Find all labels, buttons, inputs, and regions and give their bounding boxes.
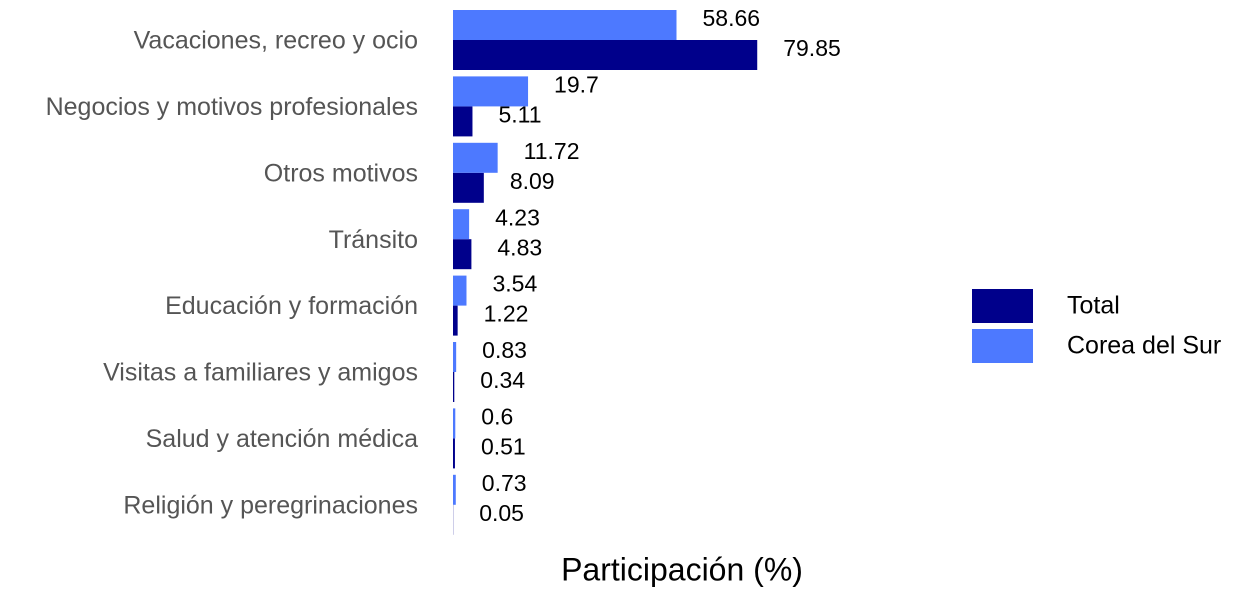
- bar: [453, 142, 498, 173]
- bar: [453, 438, 455, 469]
- data-label: 4.23: [495, 204, 540, 230]
- data-label: 1.22: [484, 301, 529, 327]
- category-label: Tránsito: [329, 226, 418, 254]
- legend-label: Total: [1067, 292, 1120, 320]
- bar: [453, 10, 677, 40]
- data-label: 0.6: [481, 403, 513, 429]
- data-label: 79.85: [783, 35, 841, 61]
- data-label: 0.83: [482, 337, 527, 363]
- category-label: Vacaciones, recreo y ocio: [134, 27, 418, 55]
- bar: [453, 172, 484, 203]
- data-label: 58.66: [702, 5, 760, 31]
- bar: [453, 342, 457, 372]
- bar: [453, 305, 458, 336]
- data-label: 0.34: [480, 367, 525, 393]
- legend-swatch: [972, 329, 1033, 363]
- legend-swatch: [972, 289, 1033, 323]
- category-label: Negocios y motivos profesionales: [46, 93, 418, 121]
- data-label: 0.51: [481, 433, 526, 459]
- x-axis-label: Participación (%): [561, 551, 803, 587]
- data-label: 11.72: [524, 138, 580, 164]
- bar: [453, 40, 758, 70]
- bar: [453, 76, 529, 107]
- bar: [453, 408, 456, 439]
- bar: [453, 209, 470, 240]
- data-label: 8.09: [510, 168, 555, 194]
- bar: [453, 106, 473, 137]
- data-label: 3.54: [492, 271, 537, 297]
- bar: [453, 275, 467, 306]
- legend-label: Corea del Sur: [1067, 332, 1221, 360]
- category-label: Visitas a familiares y amigos: [103, 359, 418, 387]
- category-label: Educación y formación: [165, 292, 418, 320]
- bar: [453, 474, 456, 505]
- category-label: Religión y peregrinaciones: [123, 491, 418, 519]
- data-label: 0.73: [482, 470, 527, 496]
- bar: [453, 239, 472, 270]
- data-label: 4.83: [497, 234, 542, 260]
- data-label: 19.7: [554, 71, 599, 97]
- data-label: 0.05: [479, 500, 524, 526]
- bar: [453, 372, 455, 402]
- category-label: Salud y atención médica: [146, 425, 418, 453]
- category-label: Otros motivos: [264, 159, 418, 187]
